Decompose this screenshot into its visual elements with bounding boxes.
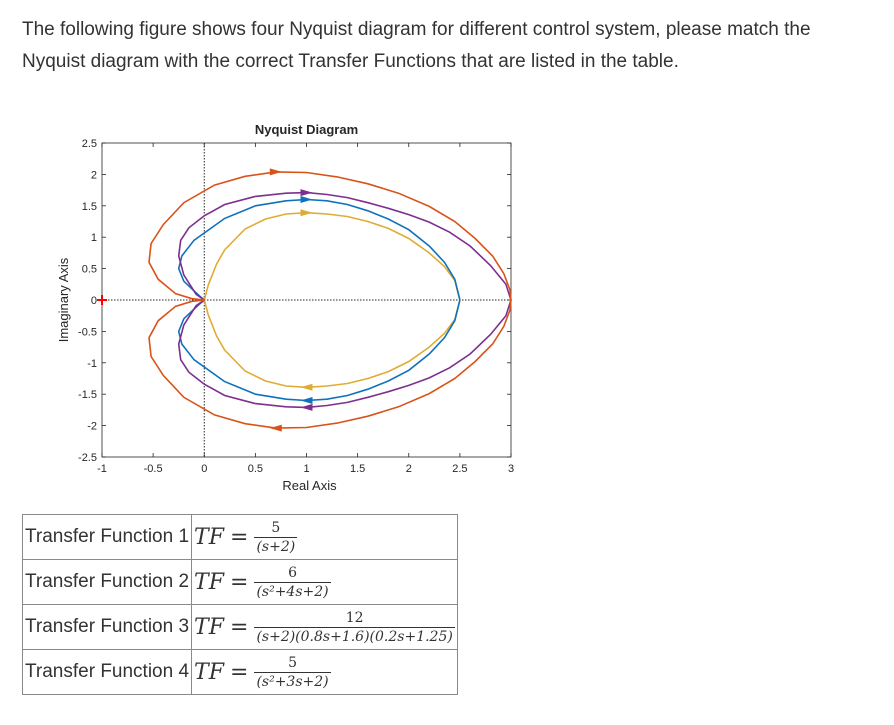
y-tick-label: 2.5 xyxy=(82,138,97,150)
tf-4-lhs: TF xyxy=(194,659,224,685)
y-tick-label: -1.5 xyxy=(78,389,97,401)
tf-2-denominator: (s²+4s+2) xyxy=(254,581,331,600)
nyquist-curve-4-upper xyxy=(148,171,512,301)
x-tick-label: 2 xyxy=(406,463,412,475)
tf-4-name: Transfer Function 4 xyxy=(21,649,193,695)
table-row: Transfer Function 1 TF = 5 (s+2) xyxy=(21,514,458,560)
y-tick-label: 1 xyxy=(91,232,97,244)
y-tick-label: -1 xyxy=(87,358,97,370)
tf-3-denominator: (s+2)(0.8s+1.6)(0.2s+1.25) xyxy=(254,626,455,645)
nyquist-curve-2-arrow-lower xyxy=(300,396,313,404)
y-tick-label: 0 xyxy=(91,295,97,307)
tf-1-denominator: (s+2) xyxy=(254,536,298,555)
x-tick-label: 0.5 xyxy=(248,463,263,475)
table-row: Transfer Function 3 TF = 12 (s+2)(0.8s+1.… xyxy=(21,604,458,650)
tf-2-formula-cell: TF = 6 (s²+4s+2) xyxy=(191,559,458,605)
tf-4-formula-cell: TF = 5 (s²+3s+2) xyxy=(191,649,458,695)
x-tick-label: 1 xyxy=(303,463,309,475)
x-tick-label: -1 xyxy=(97,463,107,475)
tf-4-numerator: 5 xyxy=(288,654,297,671)
nyquist-curve-3-arrow-lower xyxy=(300,403,313,411)
y-tick-label: 2 xyxy=(91,169,97,181)
nyquist-curve-4-arrow-lower xyxy=(269,424,282,432)
y-axis-label: Imaginary Axis xyxy=(56,257,71,342)
y-tick-label: 0.5 xyxy=(82,264,97,276)
y-tick-label: -0.5 xyxy=(78,326,97,338)
table-row: Transfer Function 2 TF = 6 (s²+4s+2) xyxy=(21,559,458,605)
tf-3-fraction: 12 (s+2)(0.8s+1.6)(0.2s+1.25) xyxy=(254,609,455,645)
nyquist-curve-3-lower xyxy=(177,299,512,409)
tf-1-numerator: 5 xyxy=(271,519,281,536)
table-row: Transfer Function 4 TF = 5 (s²+3s+2) xyxy=(21,649,458,695)
tf-4-denominator: (s²+3s+2) xyxy=(254,671,331,690)
tf-2-name: Transfer Function 2 xyxy=(21,559,193,605)
tf-3-numerator: 12 xyxy=(345,609,364,626)
tf-2-lhs: TF xyxy=(194,569,224,595)
tf-1-lhs: TF xyxy=(194,524,224,550)
chart-title: Nyquist Diagram xyxy=(255,122,358,137)
nyquist-chart: Nyquist Diagram 2.5 2 1.5 1 0.5 0 -0.5 -1 -1.5 -2 -… xyxy=(56,122,514,493)
nyquist-curve-1-lower xyxy=(203,299,461,389)
tf-1-fraction: 5 (s+2) xyxy=(254,519,298,555)
y-tick-label: -2 xyxy=(87,421,97,433)
nyquist-curve-1-arrow-lower xyxy=(300,383,313,391)
x-tick-label: 3 xyxy=(508,463,514,475)
tf-2-fraction: 6 (s²+4s+2) xyxy=(254,564,331,600)
tf-1-formula-cell: TF = 5 (s+2) xyxy=(191,514,458,560)
nyquist-curve-1-upper xyxy=(203,211,461,301)
x-tick-label: -0.5 xyxy=(144,463,163,475)
x-tick-label: 1.5 xyxy=(350,463,365,475)
transfer-function-table: Transfer Function 1 TF = 5 (s+2) Transfer… xyxy=(21,514,458,695)
y-tick-label: 1.5 xyxy=(82,201,97,213)
tf-3-name: Transfer Function 3 xyxy=(21,604,193,650)
nyquist-curve-3-arrow-upper xyxy=(300,189,313,197)
tf-3-lhs: TF xyxy=(194,614,224,640)
tf-4-fraction: 5 (s²+3s+2) xyxy=(254,654,331,690)
x-tick-label: 2.5 xyxy=(452,463,467,475)
tf-3-formula-cell: TF = 12 (s+2)(0.8s+1.6)(0.2s+1.25) xyxy=(191,604,458,650)
nyquist-curve-4-arrow-upper xyxy=(269,168,282,176)
nyquist-curve-2-arrow-upper xyxy=(300,196,313,204)
nyquist-curve-1-arrow-upper xyxy=(300,209,313,217)
x-tick-label: 0 xyxy=(201,463,207,475)
x-axis-label: Real Axis xyxy=(282,478,337,493)
question-text: The following figure shows four Nyquist … xyxy=(22,19,811,72)
tf-1-name: Transfer Function 1 xyxy=(21,514,193,560)
tf-2-numerator: 6 xyxy=(288,564,297,581)
nyquist-curve-4-lower xyxy=(148,299,512,429)
y-tick-label: -2.5 xyxy=(78,452,97,464)
nyquist-curve-3-upper xyxy=(177,191,512,301)
